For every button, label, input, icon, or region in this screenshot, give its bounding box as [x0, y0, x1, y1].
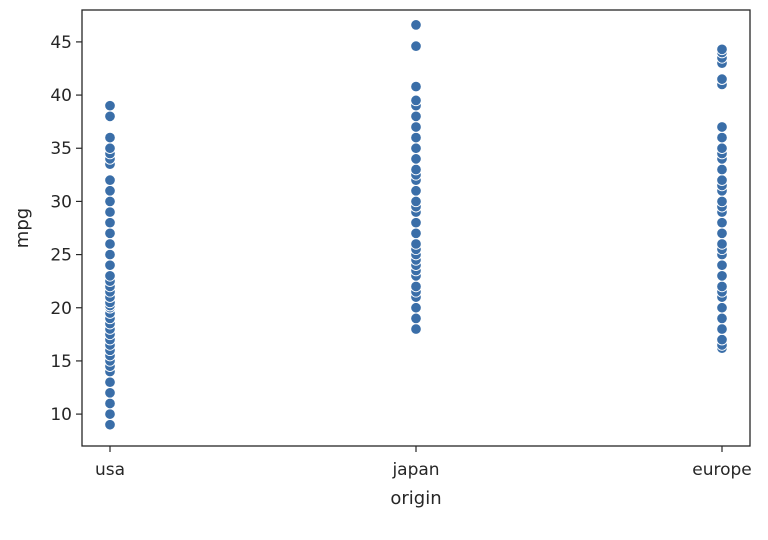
data-point-usa: [104, 131, 116, 144]
data-point-japan: [410, 195, 422, 208]
data-point-europe: [716, 227, 728, 240]
data-point-usa: [104, 99, 116, 112]
data-point-japan: [410, 121, 422, 133]
y-tick-label: 35: [50, 139, 72, 159]
data-point-japan: [410, 153, 422, 165]
data-point-usa: [104, 206, 116, 218]
data-point-europe: [716, 270, 728, 282]
data-point-japan: [410, 227, 422, 240]
data-point-japan: [410, 216, 422, 229]
data-point-europe: [716, 131, 728, 144]
y-tick-label: 10: [50, 405, 72, 425]
data-point-japan: [410, 94, 422, 107]
y-tick-label: 20: [50, 299, 72, 319]
x-tick-label-japan: japan: [391, 460, 439, 480]
data-point-usa: [104, 142, 116, 154]
data-point-usa: [104, 227, 116, 240]
data-point-europe: [716, 312, 728, 325]
data-point-japan: [410, 110, 422, 123]
data-point-europe: [716, 43, 728, 56]
data-point-usa: [104, 110, 116, 123]
y-tick-label: 40: [50, 86, 72, 106]
x-tick-label-usa: usa: [95, 460, 125, 480]
data-point-europe: [716, 174, 728, 186]
data-point-usa: [104, 195, 116, 208]
data-point-japan: [410, 142, 422, 154]
data-point-europe: [716, 302, 728, 314]
x-axis: usa japan europe: [95, 446, 752, 480]
y-tick-label: 15: [50, 352, 72, 372]
x-axis-label: origin: [390, 488, 441, 509]
data-point-usa: [104, 376, 116, 388]
data-point-japan: [410, 312, 422, 325]
data-point-europe: [716, 333, 728, 346]
y-axis: 10 15 20 25 30 35 40 45: [50, 33, 82, 425]
data-point-usa: [104, 387, 116, 399]
y-axis-label: mpg: [12, 208, 33, 248]
data-point-europe: [716, 259, 728, 271]
data-point-europe: [716, 238, 728, 250]
data-point-japan: [410, 131, 422, 144]
data-point-usa: [104, 174, 116, 186]
data-point-europe: [716, 323, 728, 335]
y-tick-label: 45: [50, 33, 72, 53]
data-point-usa: [104, 397, 116, 410]
data-point-japan: [410, 40, 422, 52]
data-point-europe: [716, 121, 728, 133]
data-point-japan: [410, 19, 422, 31]
data-point-europe: [716, 73, 728, 85]
data-point-europe: [716, 280, 728, 293]
data-point-usa: [104, 238, 116, 250]
plot-area: [104, 19, 728, 431]
data-point-usa: [104, 259, 116, 271]
data-point-japan: [410, 302, 422, 314]
data-point-japan: [410, 185, 422, 197]
data-point-usa: [104, 248, 116, 261]
data-point-usa: [104, 408, 116, 420]
data-point-japan: [410, 323, 422, 335]
data-point-usa: [104, 418, 116, 431]
data-point-usa: [104, 185, 116, 197]
data-point-japan: [410, 280, 422, 293]
y-tick-label: 30: [50, 192, 72, 212]
data-point-japan: [410, 80, 422, 93]
data-point-europe: [716, 216, 728, 229]
data-point-japan: [410, 163, 422, 176]
data-point-europe: [716, 195, 728, 208]
y-tick-label: 25: [50, 246, 72, 266]
data-point-usa: [104, 270, 116, 282]
data-point-europe: [716, 142, 728, 154]
x-tick-label-europe: europe: [692, 460, 752, 480]
data-point-europe: [716, 163, 728, 176]
data-point-japan: [410, 238, 422, 250]
data-point-usa: [104, 216, 116, 229]
